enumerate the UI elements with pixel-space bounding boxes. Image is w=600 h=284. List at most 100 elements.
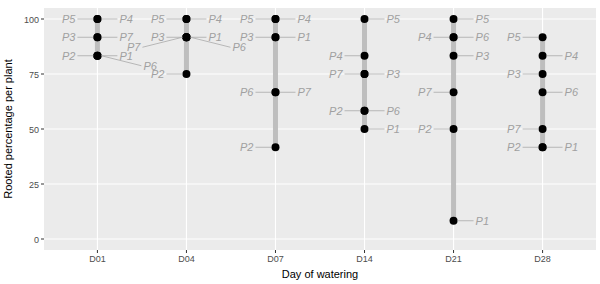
leader-line bbox=[458, 220, 474, 221]
leader-line bbox=[434, 37, 450, 38]
tick bbox=[542, 250, 543, 253]
leader-line bbox=[77, 37, 93, 38]
point-label: P3 bbox=[476, 50, 490, 62]
point-label: P5 bbox=[387, 13, 401, 25]
tick-label: 25 bbox=[29, 180, 39, 190]
leader-line bbox=[166, 19, 182, 20]
point bbox=[450, 52, 458, 60]
tick-label: D14 bbox=[356, 254, 373, 264]
point bbox=[182, 33, 190, 41]
grid-line bbox=[44, 238, 596, 239]
point-label: P3 bbox=[240, 31, 254, 43]
point-label: P4 bbox=[418, 31, 431, 43]
point-label: P6 bbox=[387, 105, 401, 117]
leader-line bbox=[458, 55, 474, 56]
leader-line bbox=[255, 147, 271, 148]
point bbox=[93, 33, 101, 41]
tick-label: D21 bbox=[445, 254, 462, 264]
point-label: P7 bbox=[297, 86, 311, 98]
leader-line bbox=[369, 74, 385, 75]
point bbox=[182, 33, 190, 41]
point-label: P3 bbox=[387, 68, 401, 80]
leader-line bbox=[547, 92, 563, 93]
point bbox=[450, 217, 458, 225]
point bbox=[93, 15, 101, 23]
point-label: P1 bbox=[297, 31, 310, 43]
point-label: P4 bbox=[297, 13, 310, 25]
point bbox=[450, 88, 458, 96]
point-label: P1 bbox=[387, 123, 400, 135]
tick bbox=[186, 250, 187, 253]
point bbox=[450, 33, 458, 41]
leader-line bbox=[345, 110, 361, 111]
tick-label: D01 bbox=[89, 254, 106, 264]
point bbox=[361, 15, 369, 23]
leader-line bbox=[255, 37, 271, 38]
point bbox=[450, 15, 458, 23]
tick-label: D28 bbox=[534, 254, 551, 264]
point bbox=[271, 143, 279, 151]
point bbox=[450, 33, 458, 41]
point-label: P4 bbox=[565, 50, 578, 62]
leader-line bbox=[77, 19, 93, 20]
tick bbox=[364, 250, 365, 253]
point-label: P2 bbox=[240, 141, 253, 153]
range-bar bbox=[451, 19, 456, 221]
point-label: P5 bbox=[240, 13, 254, 25]
point bbox=[539, 52, 547, 60]
leader-line bbox=[142, 37, 182, 47]
leader-line bbox=[77, 55, 93, 56]
leader-line bbox=[458, 37, 474, 38]
tick bbox=[275, 250, 276, 253]
leader-line bbox=[523, 129, 539, 130]
labels: P1P2P6P3P7P4P5P1P3P6P7P2P4P5P1P3P2P4P5P6… bbox=[62, 13, 579, 227]
tick bbox=[453, 250, 454, 253]
point-label: P1 bbox=[565, 141, 578, 153]
plot-area bbox=[93, 15, 546, 225]
axis-title: Day of watering bbox=[282, 268, 358, 280]
point bbox=[182, 15, 190, 23]
chart: 0255075100D01D04D07D14D21D28Day of water… bbox=[0, 0, 600, 284]
leader-line bbox=[369, 19, 385, 20]
leader-line bbox=[345, 74, 361, 75]
point-label: P1 bbox=[476, 215, 489, 227]
leader-line bbox=[279, 92, 295, 93]
point-label: P6 bbox=[240, 86, 254, 98]
point bbox=[539, 33, 547, 41]
tick bbox=[41, 239, 44, 240]
point-label: P1 bbox=[208, 31, 221, 43]
point bbox=[539, 143, 547, 151]
point-label: P7 bbox=[127, 41, 141, 53]
point-label: P6 bbox=[476, 31, 490, 43]
point bbox=[450, 125, 458, 133]
point bbox=[93, 52, 101, 60]
leader-line bbox=[345, 55, 361, 56]
tick-label: 50 bbox=[29, 125, 39, 135]
point-label: P3 bbox=[62, 31, 76, 43]
tick-label: 0 bbox=[34, 235, 39, 245]
point bbox=[271, 15, 279, 23]
tick bbox=[41, 19, 44, 20]
point-label: P6 bbox=[565, 86, 579, 98]
point-label: P4 bbox=[329, 50, 342, 62]
grid-line bbox=[97, 8, 98, 250]
point bbox=[93, 52, 101, 60]
point-label: P3 bbox=[507, 68, 521, 80]
leader-line bbox=[547, 55, 563, 56]
grid-line bbox=[44, 183, 596, 184]
tick-label: D07 bbox=[267, 254, 284, 264]
point bbox=[271, 33, 279, 41]
point bbox=[182, 70, 190, 78]
leader-line bbox=[101, 37, 117, 38]
tick-label: 100 bbox=[24, 15, 39, 25]
point-label: P2 bbox=[151, 68, 164, 80]
leader-line bbox=[434, 92, 450, 93]
leader-line bbox=[190, 19, 206, 20]
tick bbox=[97, 250, 98, 253]
grid-line bbox=[275, 8, 276, 250]
point bbox=[539, 88, 547, 96]
point-label: P7 bbox=[329, 68, 343, 80]
leader-line bbox=[255, 92, 271, 93]
point bbox=[361, 125, 369, 133]
point-label: P3 bbox=[151, 31, 165, 43]
